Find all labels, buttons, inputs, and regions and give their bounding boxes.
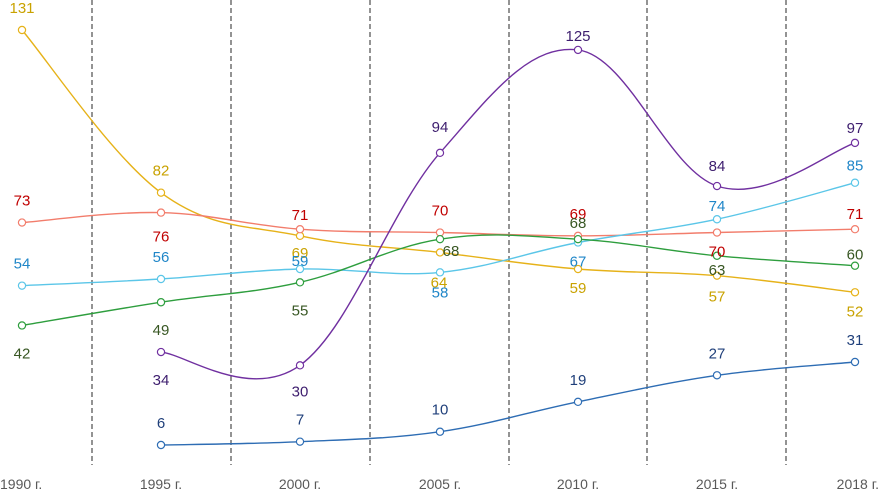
data-point-series-purple [156,347,166,357]
data-point-series-green [17,321,27,330]
data-point-series-gold [435,248,445,257]
data-label-series-red: 71 [292,207,309,224]
data-point-series-green [295,278,305,287]
data-label-series-blue: 10 [432,402,449,419]
data-label-series-blue: 27 [709,345,726,362]
data-label-series-cyan: 74 [709,198,726,215]
data-point-series-green [573,234,583,244]
data-point-series-red [156,208,166,217]
data-label-series-blue: 31 [847,332,864,349]
data-label-series-purple: 34 [153,372,170,389]
data-label-series-cyan: 85 [847,158,864,175]
data-label-series-gold: 57 [709,289,726,306]
x-tick-label: 2010 г. [557,476,599,492]
data-point-series-cyan [850,178,860,187]
data-point-series-green [712,251,722,260]
data-label-series-green: 60 [847,247,864,264]
data-label-series-green: 63 [709,262,726,279]
x-tick-label: 2015 г. [696,476,738,492]
data-label-series-purple: 84 [709,158,726,175]
data-label-series-blue: 7 [296,412,304,429]
data-point-series-cyan [17,281,27,290]
data-label-series-purple: 30 [292,383,309,400]
data-point-series-purple [850,138,860,148]
data-label-series-purple: 97 [847,120,864,137]
marker-layer [17,25,860,450]
x-tick-label: 2000 г. [279,476,321,492]
data-label-series-cyan: 56 [153,249,170,266]
data-point-series-red [850,224,860,234]
data-label-series-red: 73 [14,193,31,210]
data-point-series-blue [295,437,305,446]
data-point-series-gold [17,25,27,35]
data-point-series-blue [712,371,722,380]
data-label-series-cyan: 54 [14,256,31,273]
data-label-series-red: 70 [709,244,726,261]
data-label-series-gold: 52 [847,303,864,320]
data-label-series-green: 55 [292,302,309,319]
data-point-series-cyan [295,264,305,274]
data-point-series-purple [712,181,722,191]
data-point-series-gold [573,264,583,274]
data-point-series-red [295,224,305,234]
data-point-series-gold [850,288,860,297]
data-label-series-green: 49 [153,322,170,339]
series-line-series-purple [160,48,856,380]
data-label-series-purple: 125 [565,28,590,45]
data-label-series-blue: 19 [570,372,587,389]
data-point-series-purple [435,148,445,158]
data-label-series-red: 71 [847,206,864,223]
data-point-series-blue [850,357,860,367]
data-point-series-purple [573,45,583,55]
data-point-series-cyan [712,215,722,224]
data-label-series-green: 42 [14,345,31,362]
data-point-series-purple [295,361,305,370]
x-tick-label: 2018 г. [837,476,879,492]
data-point-series-green [435,234,445,244]
data-point-series-blue [156,440,166,450]
data-point-series-cyan [156,274,166,284]
data-label-series-gold: 59 [570,280,587,297]
data-point-series-cyan [435,268,445,277]
data-point-series-blue [573,397,583,407]
data-point-series-red [712,228,722,237]
data-point-series-gold [712,271,722,280]
data-label-series-cyan: 58 [432,284,449,301]
x-axis: 1990 г. 1995 г. 2000 г. 2005 г. 2010 г. 2015 … [0,476,879,492]
data-label-series-green: 68 [570,215,587,232]
data-label-series-purple: 94 [432,119,449,136]
data-label-series-gold: 69 [292,245,309,262]
data-label-series-gold: 131 [9,0,34,17]
x-tick-label: 2005 г. [419,476,461,492]
data-point-series-green [850,261,860,270]
data-label-series-gold: 64 [431,274,448,291]
data-point-series-green [156,298,166,307]
data-point-series-red [17,218,27,227]
data-label-series-green: 68 [443,243,460,260]
x-tick-label: 1990 г. [0,476,42,492]
data-label-series-red: 70 [432,203,449,220]
data-label-series-cyan: 59 [292,253,309,270]
data-label-series-gold: 82 [153,163,170,180]
x-tick-label: 1995 г. [140,476,182,492]
data-point-series-gold [156,188,166,197]
data-point-series-blue [435,427,445,436]
data-label-series-red: 69 [570,206,587,223]
data-label-series-blue: 6 [157,415,165,432]
series-line-series-blue [160,361,856,446]
data-label-series-cyan: 67 [570,253,587,270]
data-label-series-red: 76 [153,229,170,246]
